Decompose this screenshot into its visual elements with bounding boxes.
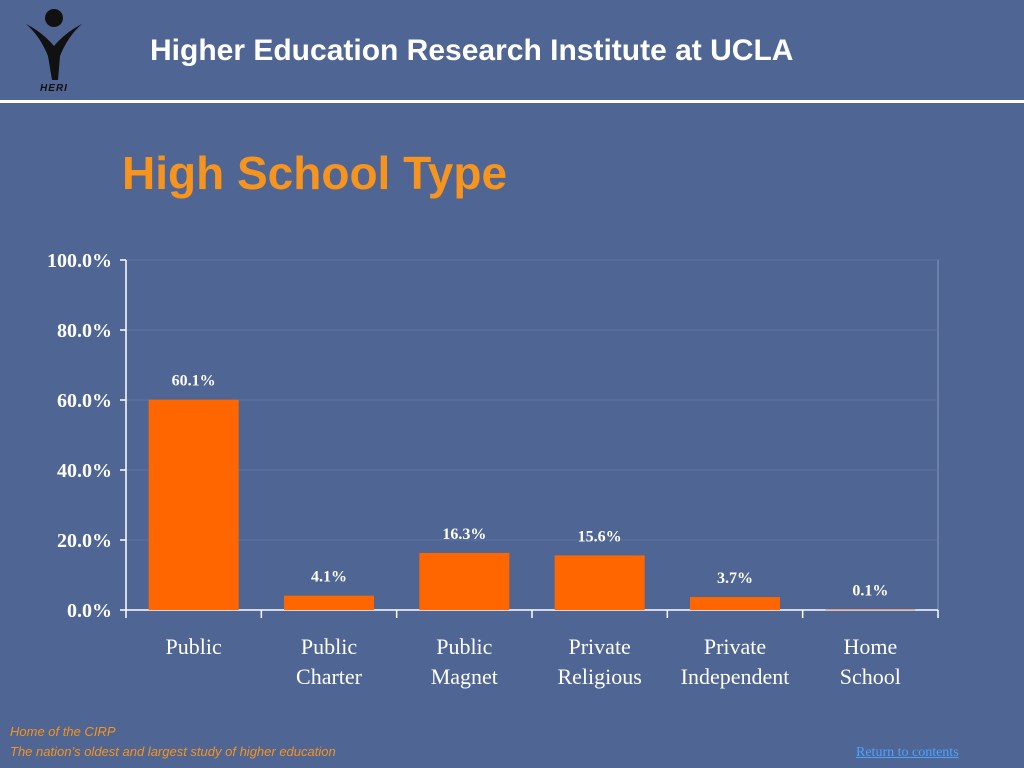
y-tick-label: 40.0% [57, 460, 112, 482]
category-label: Private [569, 634, 631, 659]
category-label: School [840, 664, 901, 689]
logo-head [45, 9, 63, 27]
category-label: Private [704, 634, 766, 659]
bar [284, 595, 374, 610]
y-tick-label: 60.0% [57, 390, 112, 412]
header-title: Higher Education Research Institute at U… [150, 34, 794, 67]
bar [419, 552, 510, 610]
y-tick-label: 80.0% [57, 320, 112, 342]
data-label: 4.1% [311, 569, 347, 586]
bar [825, 609, 916, 611]
slide-title: High School Type [122, 147, 508, 199]
category-label: Home [843, 634, 897, 659]
category-label: Public [166, 634, 222, 659]
category-label: Public [436, 634, 492, 659]
y-tick-label: 20.0% [57, 530, 112, 552]
category-label: Public [301, 634, 357, 659]
logo-text: HERI [40, 83, 68, 94]
return-to-contents-link[interactable]: Return to contents [856, 745, 959, 760]
plot-area [125, 259, 939, 611]
data-label: 15.6% [578, 528, 622, 545]
header-divider [0, 100, 1024, 103]
bar [554, 555, 645, 610]
y-tick-label: 0.0% [67, 600, 112, 622]
bar [148, 399, 239, 610]
category-label: Religious [557, 664, 641, 689]
data-label: 60.1% [172, 373, 216, 390]
heri-logo: HERI [26, 9, 82, 94]
y-tick-label: 100.0% [47, 250, 112, 272]
bar [690, 597, 780, 610]
category-label: Magnet [431, 664, 498, 689]
logo-figure [26, 24, 82, 80]
category-label: Charter [296, 664, 363, 689]
footer-tagline: The nation’s oldest and largest study of… [10, 744, 336, 759]
category-label: Independent [681, 664, 790, 689]
footer-home-text: Home of the CIRP [10, 724, 116, 739]
data-label: 0.1% [852, 583, 888, 600]
data-label: 16.3% [442, 526, 486, 543]
data-label: 3.7% [717, 570, 753, 587]
